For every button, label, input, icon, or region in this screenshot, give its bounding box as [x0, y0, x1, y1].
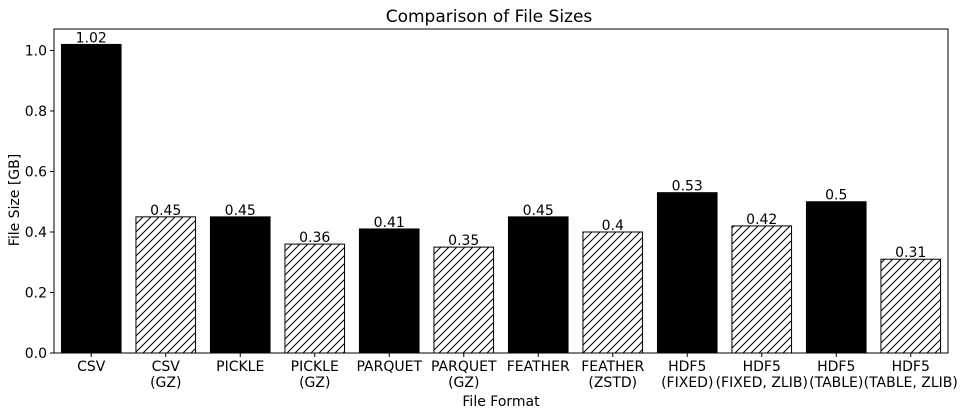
bar-value-label: 0.36	[299, 230, 330, 246]
bar	[805, 201, 867, 354]
y-tick-label: 1.0	[25, 43, 47, 59]
x-axis-label: File Format	[462, 394, 540, 410]
x-tick-label: (TABLE, ZLIB)	[864, 375, 958, 391]
y-tick-label: 0.4	[25, 225, 47, 241]
x-tick-label: (FIXED)	[661, 375, 713, 391]
bar-value-label: 0.31	[895, 245, 926, 261]
bar-value-label: 0.35	[448, 233, 479, 249]
bar-value-label: 1.02	[76, 30, 107, 46]
x-tick-label: PICKLE	[291, 359, 339, 375]
y-tick-label: 0.8	[25, 104, 47, 120]
bar	[433, 246, 495, 354]
x-tick-label: HDF5	[817, 359, 855, 375]
bar-value-label: 0.45	[150, 203, 181, 219]
x-tick-label: (TABLE)	[809, 375, 863, 391]
bar-value-label: 0.4	[602, 218, 624, 234]
x-tick-label: (FIXED, ZLIB)	[716, 375, 808, 391]
bar	[60, 43, 122, 354]
bar	[731, 225, 793, 354]
x-tick-label: PICKLE	[216, 359, 264, 375]
y-tick-label: 0.0	[25, 346, 47, 362]
axes-frame	[53, 28, 949, 354]
chart-title: Comparison of File Sizes	[386, 7, 593, 27]
x-tick-label: FEATHER	[507, 359, 570, 375]
y-axis-label: File Size [GB]	[7, 154, 23, 246]
bar	[284, 243, 346, 354]
x-tick-label: HDF5	[892, 359, 930, 375]
x-tick-label: CSV	[77, 359, 106, 375]
x-tick-label: (ZSTD)	[588, 375, 637, 391]
x-tick-label: HDF5	[668, 359, 706, 375]
x-tick-label: PARQUET	[356, 359, 422, 375]
x-tick-label: FEATHER	[581, 359, 644, 375]
y-tick-label: 0.6	[25, 164, 47, 180]
bar-value-label: 0.45	[523, 203, 554, 219]
x-tick-label: (GZ)	[448, 375, 479, 391]
bar-value-label: 0.5	[825, 188, 847, 204]
bar	[358, 228, 420, 354]
bar	[135, 216, 197, 354]
plot-area: 1.02 0.45 0.45 0.36 0.41 0.35 0.45 0.4 0.53 0.42 0…	[25, 28, 958, 391]
x-tick-label: PARQUET	[431, 359, 497, 375]
bar	[880, 258, 942, 354]
bar-value-label: 0.41	[374, 215, 405, 231]
bar	[209, 216, 271, 354]
bar-value-label: 0.45	[225, 203, 256, 219]
x-tick-label: (GZ)	[150, 375, 181, 391]
y-tick-label: 0.2	[25, 285, 47, 301]
bar-value-label: 0.53	[672, 179, 703, 195]
bar	[656, 192, 718, 354]
x-tick-label: CSV	[152, 359, 181, 375]
x-tick-label: (GZ)	[299, 375, 330, 391]
x-tick-label: HDF5	[743, 359, 781, 375]
bar	[582, 231, 644, 354]
bar-value-label: 0.42	[746, 212, 777, 228]
bar	[507, 216, 569, 354]
